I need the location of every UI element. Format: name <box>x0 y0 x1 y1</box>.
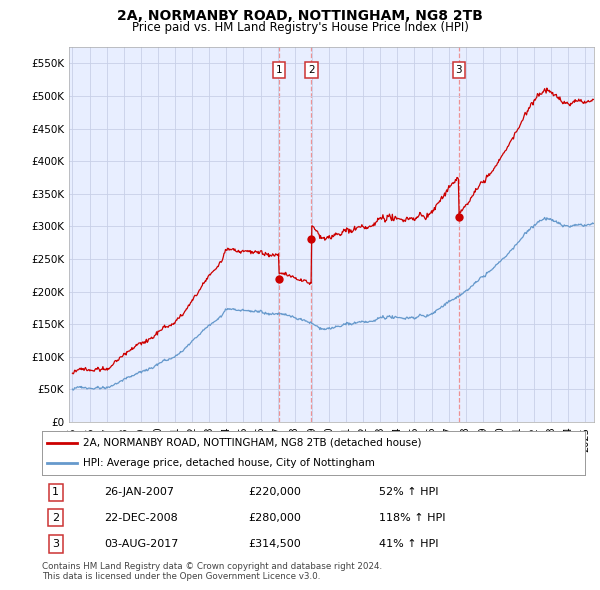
Text: 118% ↑ HPI: 118% ↑ HPI <box>379 513 445 523</box>
Text: 52% ↑ HPI: 52% ↑ HPI <box>379 487 438 497</box>
Text: 2: 2 <box>52 513 59 523</box>
Text: 22-DEC-2008: 22-DEC-2008 <box>104 513 178 523</box>
Text: £280,000: £280,000 <box>248 513 301 523</box>
Text: 41% ↑ HPI: 41% ↑ HPI <box>379 539 438 549</box>
Text: 3: 3 <box>52 539 59 549</box>
Text: £314,500: £314,500 <box>248 539 301 549</box>
Text: 3: 3 <box>455 65 462 75</box>
Text: Contains HM Land Registry data © Crown copyright and database right 2024.
This d: Contains HM Land Registry data © Crown c… <box>42 562 382 581</box>
Text: 26-JAN-2007: 26-JAN-2007 <box>104 487 175 497</box>
Text: £220,000: £220,000 <box>248 487 301 497</box>
Text: 03-AUG-2017: 03-AUG-2017 <box>104 539 179 549</box>
Text: 1: 1 <box>52 487 59 497</box>
Text: 1: 1 <box>275 65 282 75</box>
Text: 2A, NORMANBY ROAD, NOTTINGHAM, NG8 2TB (detached house): 2A, NORMANBY ROAD, NOTTINGHAM, NG8 2TB (… <box>83 438 421 448</box>
Text: 2: 2 <box>308 65 315 75</box>
Text: Price paid vs. HM Land Registry's House Price Index (HPI): Price paid vs. HM Land Registry's House … <box>131 21 469 34</box>
Text: HPI: Average price, detached house, City of Nottingham: HPI: Average price, detached house, City… <box>83 458 374 468</box>
Text: 2A, NORMANBY ROAD, NOTTINGHAM, NG8 2TB: 2A, NORMANBY ROAD, NOTTINGHAM, NG8 2TB <box>117 9 483 23</box>
